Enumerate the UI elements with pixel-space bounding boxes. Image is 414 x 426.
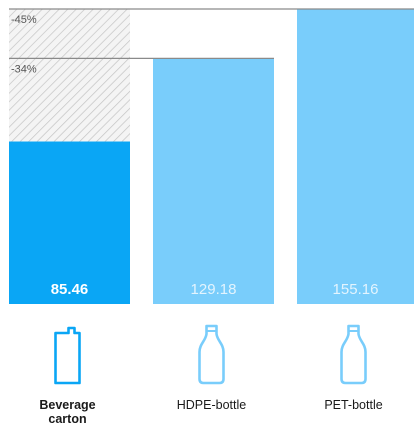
bar-2 xyxy=(153,58,274,304)
pet-bottle-icon xyxy=(340,324,367,385)
value-label-2: 129.18 xyxy=(191,281,237,298)
reference-label-1: -45% xyxy=(11,14,37,26)
bar-3 xyxy=(297,9,414,304)
value-label-1: 85.46 xyxy=(51,281,89,298)
value-label-3: 155.16 xyxy=(333,281,379,298)
category-label-3: PET-bottle xyxy=(324,398,382,412)
carton-icon xyxy=(54,326,81,385)
category-label-line: HDPE-bottle xyxy=(177,398,247,412)
reference-label-2: -34% xyxy=(11,63,37,75)
savings-hatch-area xyxy=(9,9,130,142)
hdpe-bottle-icon xyxy=(198,324,225,385)
category-label-2: HDPE-bottle xyxy=(177,398,247,412)
bar-1 xyxy=(9,141,130,304)
category-label-line: carton xyxy=(48,412,86,426)
category-label-line: Beverage xyxy=(39,398,95,412)
category-label-line: PET-bottle xyxy=(324,398,382,412)
category-label-1: Beverage carton xyxy=(39,398,95,426)
